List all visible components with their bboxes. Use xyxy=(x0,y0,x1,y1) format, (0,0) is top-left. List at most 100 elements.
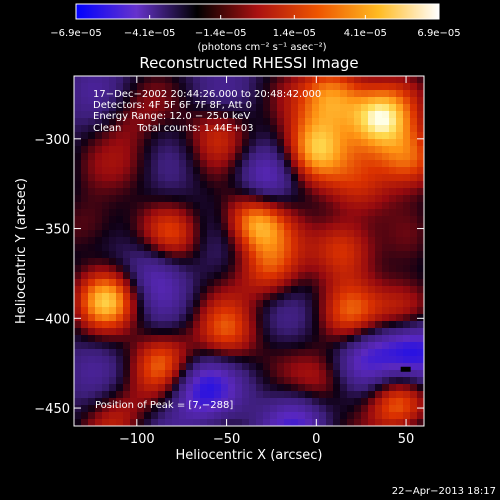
heatmap-cell xyxy=(340,97,348,105)
heatmap-cell xyxy=(172,349,180,357)
heatmap-cell xyxy=(102,237,110,245)
heatmap-cell xyxy=(382,272,390,280)
heatmap-cell xyxy=(123,118,131,126)
heatmap-cell xyxy=(256,349,264,357)
heatmap-cell xyxy=(74,286,82,294)
heatmap-cell xyxy=(361,321,369,329)
heatmap-cell xyxy=(249,363,257,371)
heatmap-cell xyxy=(305,195,313,203)
heatmap-cell xyxy=(312,349,320,357)
heatmap-cell xyxy=(417,188,424,196)
heatmap-cell xyxy=(95,139,103,147)
heatmap-cell xyxy=(102,314,110,322)
heatmap-cell xyxy=(270,370,278,378)
heatmap-cell xyxy=(88,111,96,119)
heatmap-cell xyxy=(333,363,341,371)
heatmap-cell xyxy=(130,342,138,350)
heatmap-cell xyxy=(333,160,341,168)
heatmap-cell xyxy=(326,398,334,406)
heatmap-cell xyxy=(186,279,194,287)
heatmap-cell xyxy=(396,209,404,217)
heatmap-cell xyxy=(375,160,383,168)
heatmap-cell xyxy=(256,244,264,252)
heatmap-cell xyxy=(305,321,313,329)
heatmap-cell xyxy=(333,384,341,392)
heatmap-cell xyxy=(151,125,159,133)
heatmap-cell xyxy=(319,153,327,161)
heatmap-cell xyxy=(207,307,215,315)
heatmap-cell xyxy=(151,286,159,294)
heatmap-cell xyxy=(263,90,271,98)
heatmap-cell xyxy=(249,293,257,301)
heatmap-cell xyxy=(417,160,424,168)
heatmap-cell xyxy=(291,118,299,126)
heatmap-cell xyxy=(361,181,369,189)
heatmap-cell xyxy=(207,363,215,371)
heatmap-cell xyxy=(242,97,250,105)
heatmap-cell xyxy=(263,391,271,399)
heatmap-cell xyxy=(354,419,362,426)
heatmap-cell xyxy=(270,104,278,112)
heatmap-cell xyxy=(270,321,278,329)
heatmap-cell xyxy=(207,139,215,147)
heatmap-cell xyxy=(375,209,383,217)
heatmap-cell xyxy=(193,398,201,406)
heatmap-cell xyxy=(95,97,103,105)
heatmap-cell xyxy=(144,356,152,364)
heatmap-cell xyxy=(389,209,397,217)
heatmap-cell xyxy=(326,230,334,238)
heatmap-cell xyxy=(123,132,131,140)
heatmap-cell xyxy=(74,405,82,413)
heatmap-cell xyxy=(242,160,250,168)
heatmap-cell xyxy=(298,188,306,196)
heatmap-cell xyxy=(137,153,145,161)
heatmap-cell xyxy=(235,83,243,91)
heatmap-cell xyxy=(207,153,215,161)
heatmap-cell xyxy=(95,104,103,112)
heatmap-cell xyxy=(326,167,334,175)
heatmap-cell xyxy=(249,181,257,189)
heatmap-cell xyxy=(417,167,424,175)
heatmap-cell xyxy=(340,314,348,322)
heatmap-cell xyxy=(270,118,278,126)
heatmap-cell xyxy=(130,258,138,266)
heatmap-cell xyxy=(109,412,117,420)
heatmap-cell xyxy=(88,202,96,210)
heatmap-cell xyxy=(88,370,96,378)
heatmap-cell xyxy=(172,167,180,175)
heatmap-cell xyxy=(375,118,383,126)
heatmap-cell xyxy=(221,244,229,252)
heatmap-cell xyxy=(312,181,320,189)
heatmap-cell xyxy=(158,195,166,203)
heatmap-cell xyxy=(130,419,138,426)
heatmap-cell xyxy=(102,328,110,336)
heatmap-cell xyxy=(137,244,145,252)
heatmap-cell xyxy=(95,237,103,245)
heatmap-cell xyxy=(214,398,222,406)
heatmap-cell xyxy=(389,195,397,203)
heatmap-cell xyxy=(116,83,124,91)
heatmap-cell xyxy=(186,132,194,140)
heatmap-cell xyxy=(354,90,362,98)
heatmap-cell xyxy=(207,300,215,308)
heatmap-cell xyxy=(88,307,96,315)
heatmap-cell xyxy=(207,244,215,252)
heatmap-cell xyxy=(186,328,194,336)
heatmap-cell xyxy=(277,314,285,322)
heatmap-cell xyxy=(382,391,390,399)
heatmap-cell xyxy=(186,146,194,154)
heatmap-cell xyxy=(102,391,110,399)
heatmap-cell xyxy=(221,223,229,231)
heatmap-cell xyxy=(109,251,117,259)
heatmap-cell xyxy=(214,125,222,133)
heatmap-cell xyxy=(88,384,96,392)
heatmap-cell xyxy=(340,181,348,189)
heatmap-cell xyxy=(74,279,82,287)
heatmap-cell xyxy=(144,90,152,98)
heatmap-cell xyxy=(382,209,390,217)
heatmap-cell xyxy=(270,237,278,245)
heatmap-cell xyxy=(235,230,243,238)
heatmap-cell xyxy=(151,118,159,126)
heatmap-cell xyxy=(123,139,131,147)
heatmap-cell xyxy=(207,188,215,196)
